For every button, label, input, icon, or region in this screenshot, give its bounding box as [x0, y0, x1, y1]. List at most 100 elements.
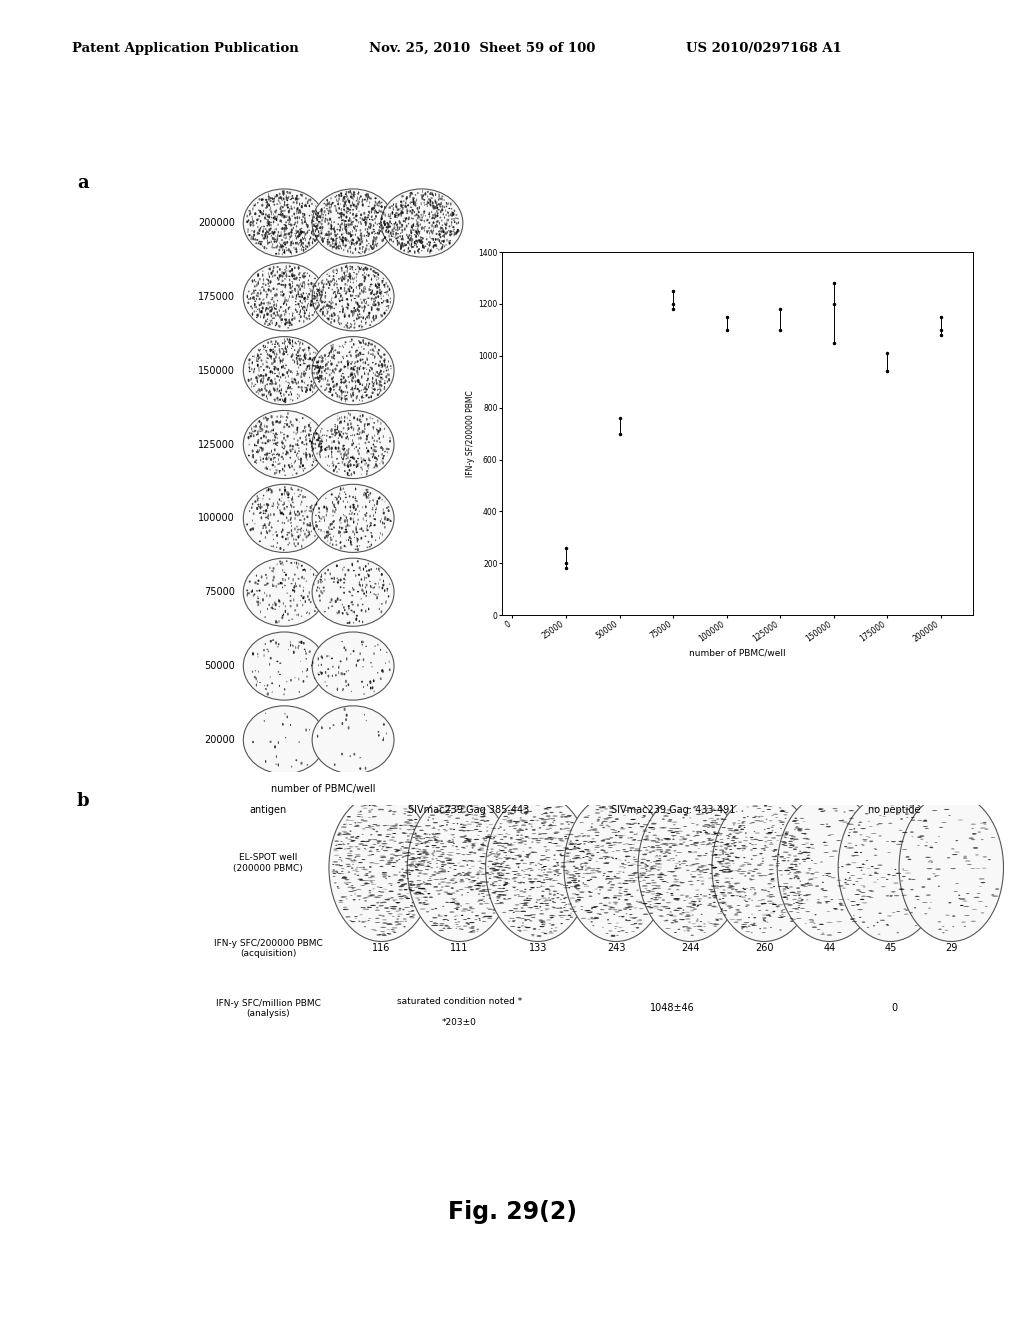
- Ellipse shape: [335, 433, 338, 434]
- Ellipse shape: [290, 236, 291, 239]
- Ellipse shape: [321, 367, 323, 370]
- Ellipse shape: [270, 232, 271, 234]
- Ellipse shape: [281, 492, 283, 496]
- Ellipse shape: [299, 355, 301, 356]
- Ellipse shape: [442, 231, 444, 232]
- Ellipse shape: [331, 598, 333, 602]
- Ellipse shape: [375, 363, 377, 364]
- Ellipse shape: [346, 326, 348, 329]
- Ellipse shape: [396, 209, 398, 211]
- Ellipse shape: [302, 275, 303, 277]
- Ellipse shape: [312, 484, 394, 553]
- Ellipse shape: [416, 243, 417, 246]
- Ellipse shape: [338, 322, 340, 323]
- Ellipse shape: [430, 201, 431, 203]
- Ellipse shape: [338, 446, 340, 450]
- Ellipse shape: [289, 284, 291, 286]
- Ellipse shape: [315, 213, 316, 215]
- Ellipse shape: [260, 354, 262, 355]
- Ellipse shape: [348, 412, 349, 414]
- Ellipse shape: [259, 425, 261, 428]
- Ellipse shape: [261, 393, 264, 396]
- Ellipse shape: [350, 310, 352, 313]
- Ellipse shape: [341, 436, 343, 438]
- Ellipse shape: [286, 391, 288, 393]
- Text: 244: 244: [681, 944, 699, 953]
- Ellipse shape: [280, 306, 282, 309]
- Ellipse shape: [332, 243, 334, 244]
- Ellipse shape: [271, 371, 272, 374]
- Ellipse shape: [355, 243, 357, 244]
- Ellipse shape: [377, 393, 379, 396]
- Ellipse shape: [272, 371, 273, 374]
- Ellipse shape: [347, 269, 348, 273]
- Ellipse shape: [331, 224, 332, 226]
- Ellipse shape: [278, 234, 279, 238]
- Ellipse shape: [331, 363, 332, 366]
- Ellipse shape: [340, 546, 342, 549]
- Ellipse shape: [418, 226, 419, 228]
- Ellipse shape: [264, 432, 266, 433]
- Ellipse shape: [342, 722, 343, 725]
- Ellipse shape: [359, 292, 360, 296]
- Ellipse shape: [437, 238, 438, 240]
- Ellipse shape: [899, 888, 904, 890]
- Ellipse shape: [312, 238, 314, 240]
- Ellipse shape: [387, 305, 389, 306]
- Ellipse shape: [294, 562, 295, 564]
- Ellipse shape: [346, 908, 349, 909]
- Ellipse shape: [259, 310, 260, 314]
- Ellipse shape: [347, 684, 349, 686]
- Ellipse shape: [764, 805, 767, 807]
- Ellipse shape: [382, 364, 383, 368]
- Ellipse shape: [290, 265, 291, 267]
- Ellipse shape: [361, 375, 362, 376]
- Ellipse shape: [373, 293, 376, 296]
- Ellipse shape: [336, 244, 337, 247]
- Ellipse shape: [761, 890, 763, 891]
- Ellipse shape: [431, 874, 436, 875]
- Ellipse shape: [333, 465, 334, 467]
- Ellipse shape: [343, 582, 345, 583]
- Ellipse shape: [330, 573, 331, 576]
- Ellipse shape: [259, 310, 261, 313]
- Ellipse shape: [376, 375, 378, 376]
- Ellipse shape: [328, 280, 330, 284]
- Ellipse shape: [298, 290, 299, 294]
- Ellipse shape: [307, 359, 309, 360]
- Ellipse shape: [309, 426, 311, 429]
- Ellipse shape: [276, 244, 279, 248]
- Ellipse shape: [286, 450, 288, 453]
- Ellipse shape: [371, 292, 372, 293]
- Ellipse shape: [358, 313, 360, 315]
- Ellipse shape: [299, 642, 301, 643]
- Ellipse shape: [454, 228, 455, 230]
- Ellipse shape: [271, 308, 273, 310]
- X-axis label: number of PBMC/well: number of PBMC/well: [689, 649, 785, 657]
- Ellipse shape: [683, 804, 688, 805]
- Ellipse shape: [390, 218, 391, 219]
- Ellipse shape: [340, 389, 342, 392]
- Ellipse shape: [357, 265, 359, 268]
- Ellipse shape: [351, 198, 353, 199]
- Ellipse shape: [802, 859, 807, 861]
- Ellipse shape: [376, 286, 378, 288]
- Ellipse shape: [374, 301, 375, 302]
- Ellipse shape: [335, 424, 336, 425]
- Ellipse shape: [358, 368, 360, 370]
- Ellipse shape: [378, 372, 380, 376]
- Ellipse shape: [329, 203, 330, 206]
- Ellipse shape: [359, 342, 361, 345]
- Ellipse shape: [261, 234, 263, 235]
- Ellipse shape: [451, 209, 453, 210]
- Ellipse shape: [454, 219, 455, 220]
- Ellipse shape: [258, 281, 259, 285]
- Ellipse shape: [410, 210, 411, 213]
- Ellipse shape: [360, 321, 362, 323]
- Ellipse shape: [282, 615, 284, 616]
- Ellipse shape: [343, 453, 345, 455]
- Ellipse shape: [328, 675, 330, 677]
- Ellipse shape: [259, 304, 260, 306]
- Ellipse shape: [414, 215, 416, 216]
- Ellipse shape: [291, 198, 293, 199]
